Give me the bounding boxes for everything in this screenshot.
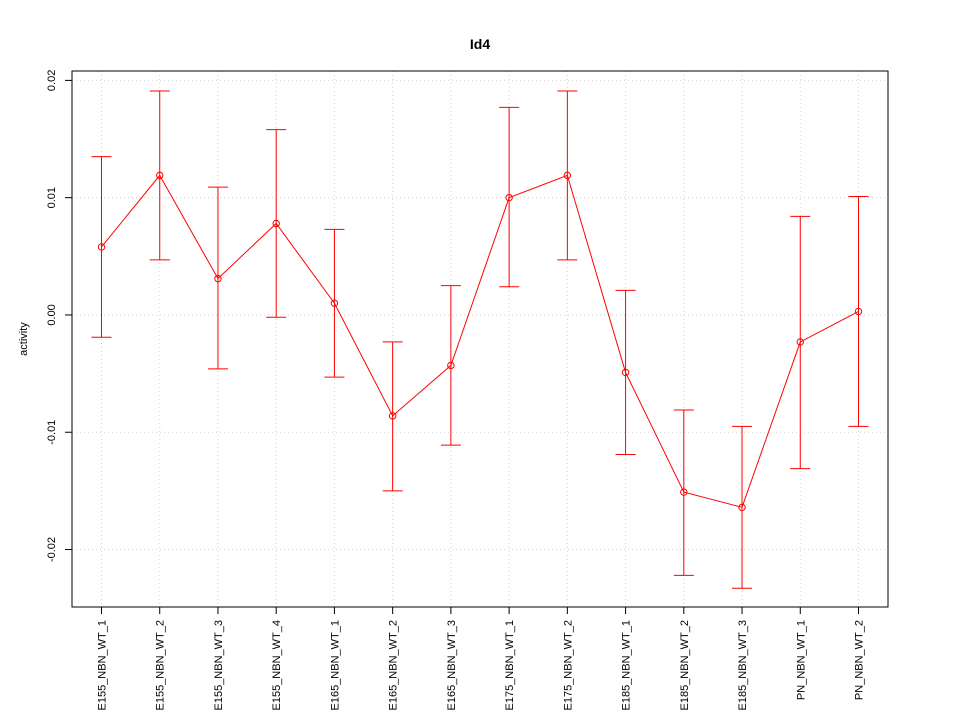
x-tick-label: E185_NBN_WT_3 [737,620,749,711]
data-point [563,171,572,180]
x-tick-label: PN_NBN_WT_1 [795,620,807,700]
series-line [101,174,859,508]
y-tick-label: -0.01 [46,420,58,445]
data-point [214,274,222,283]
x-tick-label: E155_NBN_WT_4 [271,620,283,711]
y-axis-label: activity [18,322,30,356]
y-axis: -0.02 -0.01 0.00 0.01 0.02 [46,70,72,562]
x-tick-label: E155_NBN_WT_2 [155,620,167,711]
x-tick-label: E185_NBN_WT_2 [679,620,691,711]
plot-frame [71,70,889,608]
data-point [388,412,397,420]
y-tick-label: 0.01 [46,187,58,208]
data-point [854,307,863,316]
x-tick-label: E175_NBN_WT_1 [504,620,516,711]
y-tick-label: -0.02 [46,537,58,562]
x-tick-label: E185_NBN_WT_1 [621,620,633,711]
data-point [272,219,280,228]
data-point [796,338,804,346]
x-tick-label: PN_NBN_WT_2 [854,620,866,700]
x-tick-label: E165_NBN_WT_2 [388,620,400,711]
error-bars [91,90,869,589]
x-tick-label: E165_NBN_WT_3 [446,620,458,711]
x-tick-label: E155_NBN_WT_3 [213,620,225,711]
data-point [447,361,455,370]
data-point [330,299,339,307]
x-tick-label: E165_NBN_WT_1 [329,620,341,711]
chart-title: Id4 [470,36,490,52]
data-point [97,243,106,251]
x-axis: E155_NBN_WT_1 E155_NBN_WT_2 E155_NBN_WT_3 E… [97,607,866,711]
x-tick-label: E155_NBN_WT_1 [97,620,109,711]
data-point [680,488,688,496]
data-point [621,368,630,377]
y-tick-label: 0.02 [46,70,58,91]
series [97,171,863,512]
x-tick-label: E175_NBN_WT_2 [562,620,574,711]
data-point [738,503,746,512]
data-point [156,171,164,180]
data-point [505,193,513,202]
grid [72,71,888,607]
y-tick-label: 0.00 [46,304,58,325]
